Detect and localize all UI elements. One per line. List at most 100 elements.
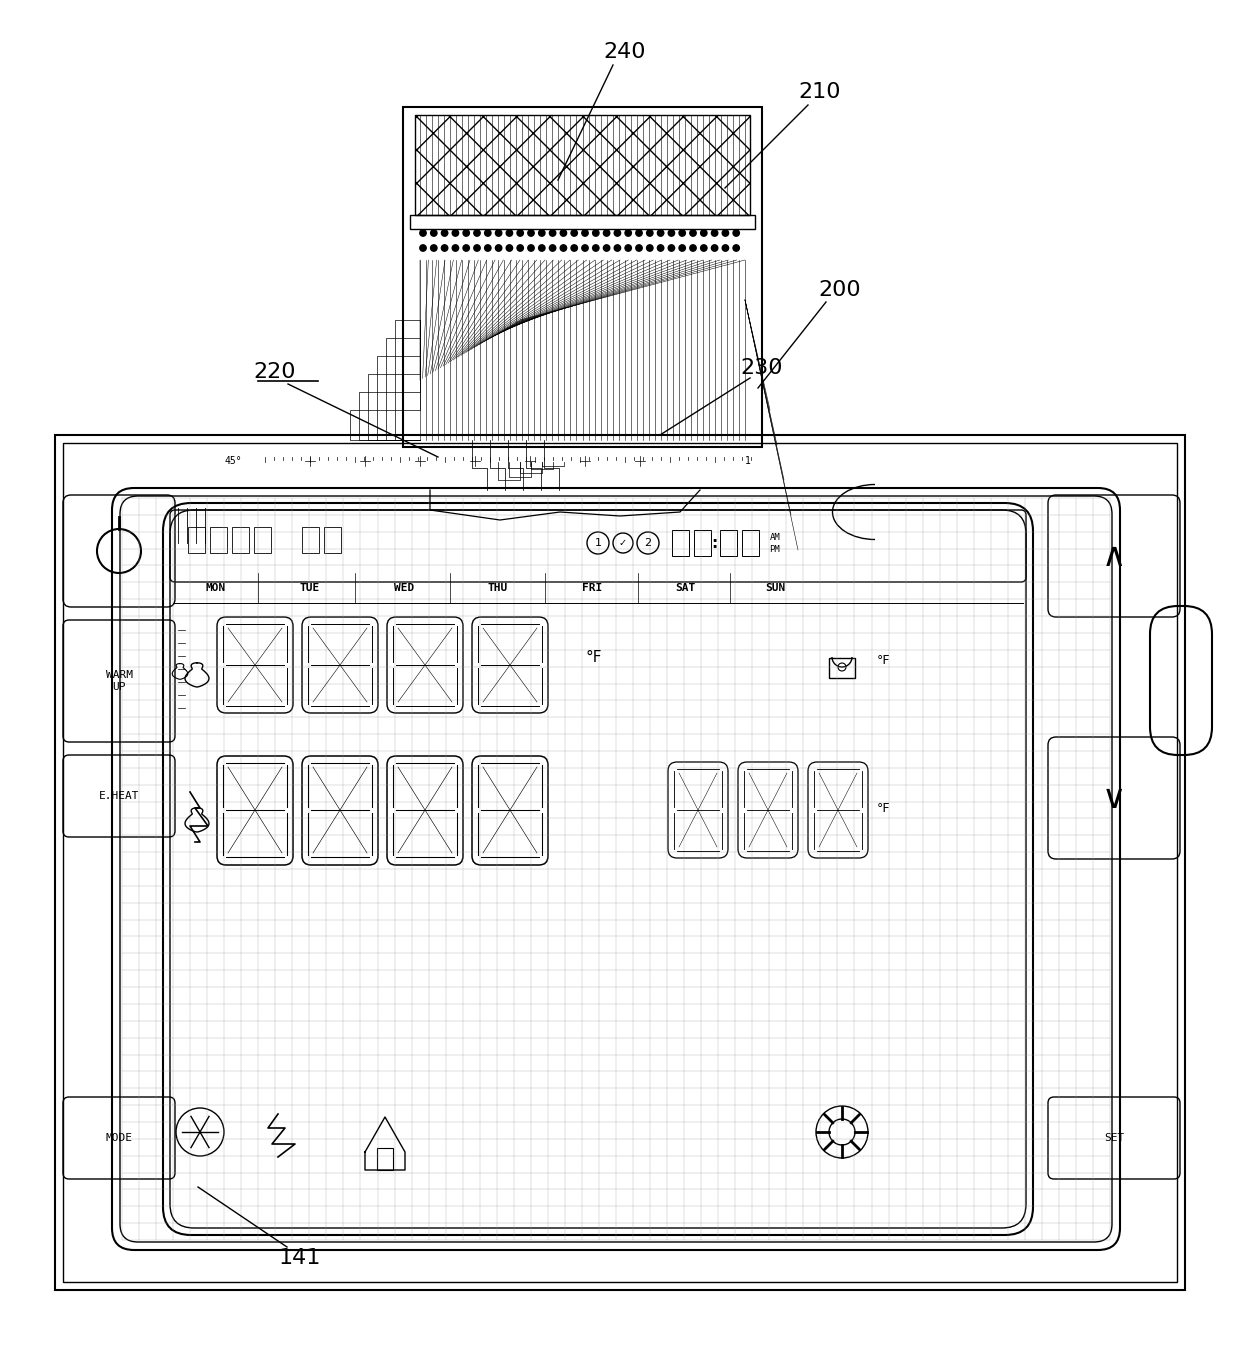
Circle shape [560,244,567,251]
Circle shape [570,244,578,251]
Text: SUN: SUN [765,583,785,594]
Text: MON: MON [206,583,226,594]
Bar [210,527,227,553]
Circle shape [420,244,427,251]
Circle shape [593,229,599,236]
Text: ✓: ✓ [619,538,627,548]
Text: 45°: 45° [224,456,242,465]
Text: 141: 141 [279,1248,321,1268]
Circle shape [689,229,696,236]
Bar [410,214,755,229]
Circle shape [528,229,534,236]
Text: 2: 2 [645,538,651,548]
Circle shape [517,244,523,251]
Text: 1: 1 [594,538,601,548]
Circle shape [604,229,610,236]
Text: PM: PM [770,545,780,554]
Circle shape [549,244,556,251]
Text: AM: AM [770,533,780,541]
Circle shape [485,229,491,236]
Bar [415,115,750,214]
Text: 230: 230 [740,357,784,378]
Text: °F: °F [585,650,603,665]
Circle shape [701,229,707,236]
Bar [324,527,341,553]
Circle shape [604,244,610,251]
Circle shape [517,229,523,236]
Text: WED: WED [394,583,414,594]
Text: SAT: SAT [675,583,696,594]
Circle shape [657,229,663,236]
Circle shape [733,244,739,251]
Circle shape [636,229,642,236]
Circle shape [538,229,546,236]
Circle shape [625,244,631,251]
Circle shape [636,244,642,251]
Circle shape [646,229,653,236]
Text: THU: THU [487,583,508,594]
Circle shape [463,229,470,236]
Circle shape [485,244,491,251]
Text: 1: 1 [745,456,751,465]
Circle shape [722,244,729,251]
Bar [415,115,750,214]
Circle shape [712,244,718,251]
Circle shape [474,229,480,236]
Bar [742,530,759,556]
Circle shape [430,229,436,236]
Circle shape [668,244,675,251]
Bar [55,434,1185,1290]
Text: 220: 220 [254,362,296,382]
Circle shape [528,244,534,251]
Text: ∨: ∨ [1102,781,1126,815]
Text: °F: °F [877,653,890,666]
Bar [63,442,1177,1282]
Circle shape [668,229,675,236]
Circle shape [496,229,502,236]
Circle shape [582,244,588,251]
Text: FRI: FRI [582,583,603,594]
Circle shape [441,244,448,251]
Circle shape [689,244,696,251]
Circle shape [538,244,546,251]
Circle shape [712,229,718,236]
Circle shape [549,229,556,236]
Text: ∧: ∧ [1102,540,1126,572]
Circle shape [430,244,436,251]
Circle shape [496,244,502,251]
Text: :: : [711,536,717,550]
Bar [232,527,249,553]
Circle shape [646,244,653,251]
Bar [694,530,711,556]
Bar [830,658,856,679]
Circle shape [680,229,686,236]
Text: E.HEAT: E.HEAT [99,791,139,801]
Text: °F: °F [877,801,890,815]
Text: SET: SET [1104,1133,1125,1143]
Circle shape [506,244,512,251]
Circle shape [701,244,707,251]
Circle shape [657,244,663,251]
Text: WARM
UP: WARM UP [105,670,133,692]
Circle shape [722,229,729,236]
Circle shape [680,244,686,251]
Circle shape [506,229,512,236]
Bar [188,527,205,553]
Text: 210: 210 [799,82,841,103]
Bar [403,107,763,447]
Circle shape [614,229,620,236]
Circle shape [463,244,470,251]
Circle shape [441,229,448,236]
Circle shape [614,244,620,251]
Bar [377,1148,393,1170]
Text: 240: 240 [604,42,646,62]
Bar [720,530,737,556]
Circle shape [582,229,588,236]
Circle shape [733,229,739,236]
Circle shape [560,229,567,236]
Bar [254,527,272,553]
Bar [303,527,319,553]
Circle shape [474,244,480,251]
Text: TUE: TUE [300,583,320,594]
Bar [672,530,689,556]
